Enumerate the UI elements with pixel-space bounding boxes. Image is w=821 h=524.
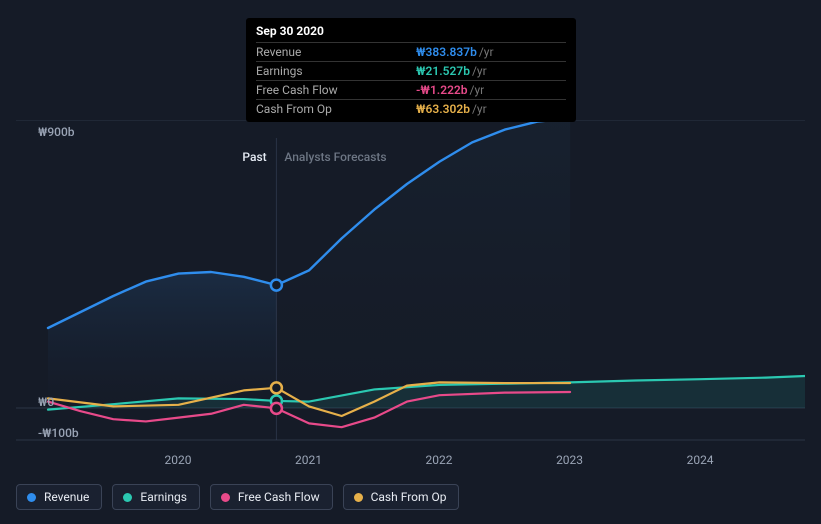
- tooltip-metric-label: Revenue: [256, 45, 416, 59]
- legend-label: Earnings: [140, 490, 187, 504]
- legend-dot-icon: [123, 493, 132, 502]
- legend-item-revenue[interactable]: Revenue: [16, 484, 102, 510]
- chart-tooltip: Sep 30 2020 Revenue₩383.837b/yrEarnings₩…: [246, 18, 576, 122]
- past-section-label: Past: [242, 150, 266, 164]
- financials-chart-panel: Sep 30 2020 Revenue₩383.837b/yrEarnings₩…: [0, 0, 821, 524]
- tooltip-metric-value: ₩63.302b: [416, 102, 470, 116]
- x-axis-label: 2022: [426, 453, 453, 467]
- y-axis-label-n100: -₩100b: [38, 426, 79, 440]
- chart-svg: [16, 120, 805, 470]
- tooltip-metric-label: Free Cash Flow: [256, 83, 416, 97]
- chart-area[interactable]: Past Analysts Forecasts ₩900b ₩0 -₩100b …: [16, 120, 805, 470]
- tooltip-metric-label: Earnings: [256, 64, 416, 78]
- y-axis-label-0: ₩0: [38, 395, 54, 409]
- legend-label: Free Cash Flow: [238, 490, 320, 504]
- x-axis-label: 2023: [556, 453, 583, 467]
- tooltip-metric-value: -₩1.222b: [416, 83, 468, 97]
- x-axis-label: 2020: [165, 453, 192, 467]
- x-axis-label: 2024: [687, 453, 714, 467]
- legend-dot-icon: [354, 493, 363, 502]
- legend-item-fcf[interactable]: Free Cash Flow: [210, 484, 333, 510]
- legend-label: Cash From Op: [371, 490, 447, 504]
- legend-label: Revenue: [44, 490, 89, 504]
- tooltip-metric-unit: /yr: [472, 64, 487, 78]
- legend-dot-icon: [27, 493, 36, 502]
- tooltip-metric-unit: /yr: [479, 45, 494, 59]
- tooltip-metric-label: Cash From Op: [256, 102, 416, 116]
- legend-dot-icon: [221, 493, 230, 502]
- y-axis-label-900: ₩900b: [38, 125, 75, 139]
- legend-item-earnings[interactable]: Earnings: [112, 484, 200, 510]
- tooltip-metric-value: ₩383.837b: [416, 45, 477, 59]
- tooltip-metric-unit: /yr: [470, 83, 485, 97]
- tooltip-row: Revenue₩383.837b/yr: [256, 42, 566, 61]
- tooltip-row: Cash From Op₩63.302b/yr: [256, 99, 566, 118]
- x-axis-label: 2021: [295, 453, 322, 467]
- legend-item-cfo[interactable]: Cash From Op: [343, 484, 460, 510]
- tooltip-metric-unit: /yr: [472, 102, 487, 116]
- tooltip-row: Free Cash Flow-₩1.222b/yr: [256, 80, 566, 99]
- legend: Revenue Earnings Free Cash Flow Cash From O…: [16, 484, 459, 510]
- tooltip-date: Sep 30 2020: [256, 24, 566, 38]
- tooltip-metric-value: ₩21.527b: [416, 64, 470, 78]
- forecasts-section-label: Analysts Forecasts: [284, 150, 386, 164]
- tooltip-row: Earnings₩21.527b/yr: [256, 61, 566, 80]
